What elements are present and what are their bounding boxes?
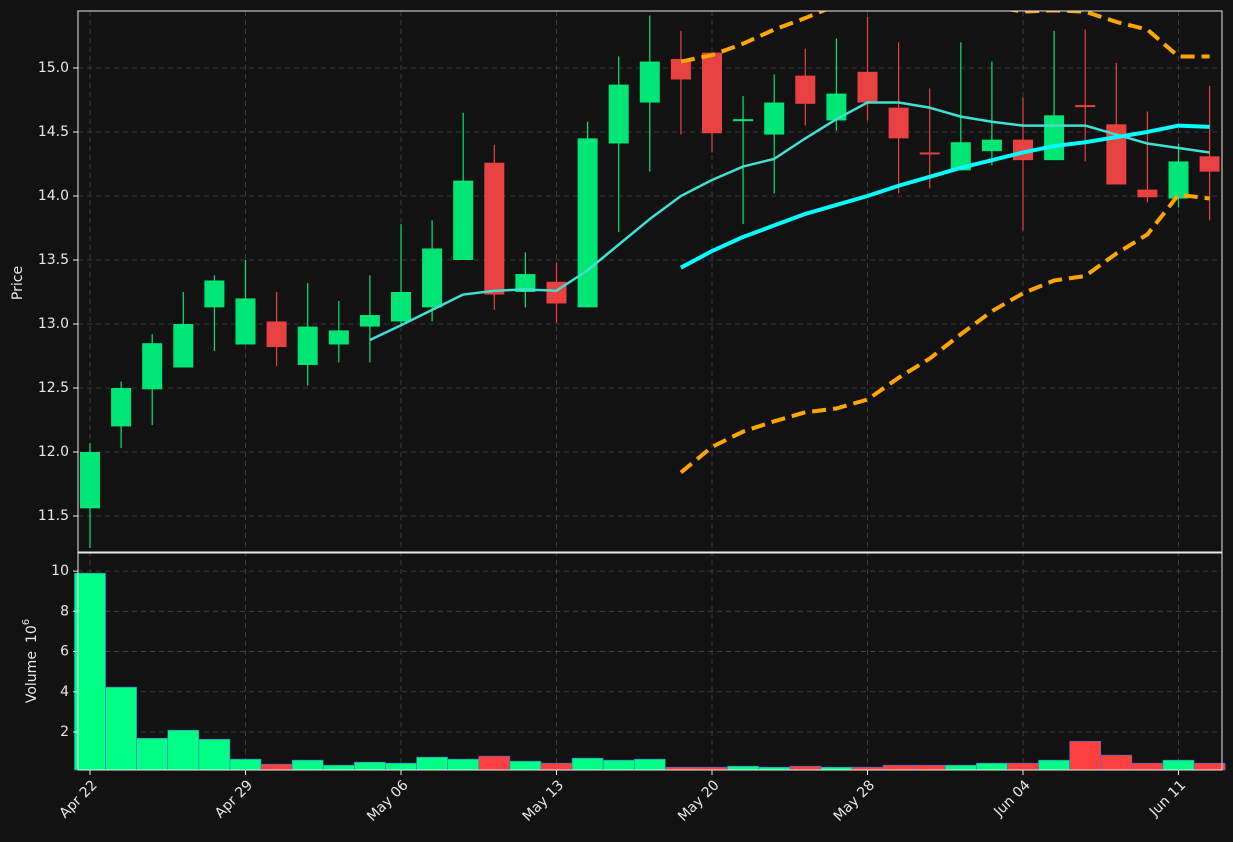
volume-bar [385,762,417,771]
candle-body [577,138,598,308]
volume-axis-label: Volume 106 [21,619,40,703]
candle-body [266,321,287,348]
candle-body [297,326,318,365]
volume-bar [322,764,355,771]
volume-bar [727,765,759,771]
price-panel [80,11,1220,549]
candle-body [795,75,816,104]
y-tick-label: 10 [51,563,69,579]
volume-bar [198,738,231,771]
candle-body [422,248,443,308]
y-tick-label: 2 [60,724,69,740]
y-tick-label: 14.5 [38,124,69,140]
candle-body [1044,115,1065,161]
volume-bar [509,760,542,771]
candle-body [142,343,163,390]
candle-body [111,388,132,427]
price-frame [77,10,1223,553]
y-tick-label: 15.0 [38,60,69,76]
candle-body [1137,189,1158,198]
price-axis-label: Price [10,266,26,300]
candle-body [702,52,722,134]
volume-bar [540,762,573,771]
volume-bar [602,759,635,771]
candle-body [515,274,536,292]
volume-bar [944,764,977,771]
volume-bar [167,729,200,771]
volume-bar [260,763,293,771]
volume-bar [229,758,262,771]
volume-label-text: Volume [24,651,40,703]
y-tick-label: 14.0 [38,188,69,204]
volume-bar [1100,754,1133,771]
volume-bar [789,765,822,771]
y-tick-label: 8 [60,603,69,619]
candle-body [639,61,660,103]
candle-body [826,93,847,121]
y-tick-label: 13.5 [38,252,69,268]
candle-body [453,180,474,260]
candle-body [328,330,349,345]
volume-bar [913,764,946,771]
volume-bar [1131,762,1164,771]
indicator-line [369,101,1210,342]
candle-body [888,107,909,139]
volume-bar [291,759,324,771]
candle-body [981,139,1002,152]
candle-body [80,452,100,509]
volume-bar [1007,762,1039,771]
indicator-line [679,123,1210,270]
volume-bar [1038,759,1070,771]
volume-bar [478,755,511,771]
volume-bar [105,686,137,771]
volume-bar [1193,762,1226,771]
candle-body [608,84,629,144]
candle-body [733,119,754,122]
candle-body [764,102,785,135]
indicator-line [679,192,1210,475]
volume-bar [416,756,448,771]
candle-body [391,291,411,322]
y-tick-label: 13.0 [38,316,69,332]
volume-bar [447,758,480,771]
candle-body [1199,156,1220,172]
y-tick-label: 4 [60,684,69,700]
volume-frame [77,552,1223,771]
candle-body [950,142,971,171]
candle-body [919,152,940,155]
candle-body [484,162,505,295]
volume-bar [882,764,915,771]
volume-bar [136,737,169,771]
candle-body [1075,105,1096,108]
candle-body [173,324,194,368]
candle-body [204,280,225,308]
candle-body [359,315,380,327]
volume-bar [633,758,666,771]
indicator-line [680,11,1210,64]
y-tick-label: 6 [60,644,69,660]
candle-body [235,298,256,345]
volume-bar [1162,759,1195,771]
candle-body [1168,161,1189,199]
volume-bar [976,762,1008,771]
volume-bar [354,761,386,771]
candle-body [670,59,691,80]
candle-body [857,71,878,103]
volume-bar [1069,740,1102,771]
volume-unit-exponent: 6 [21,619,32,625]
volume-unit-base: 10 [24,625,40,643]
volume-bar [74,572,106,771]
y-tick-label: 12.0 [38,444,69,460]
y-tick-label: 12.5 [38,380,69,396]
y-tick-label: 11.5 [38,508,69,524]
volume-bar [571,757,604,771]
